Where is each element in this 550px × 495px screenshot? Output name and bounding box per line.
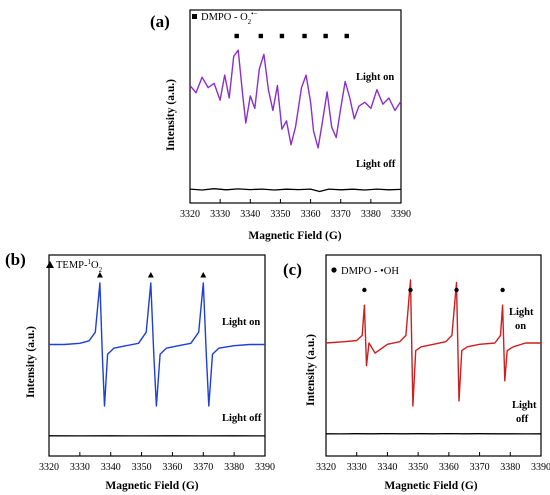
x-axis-label-c: Magnetic Field (G) <box>384 480 477 492</box>
x-tick-label-a: 3330 <box>210 209 230 220</box>
x-tick-label-c: 3340 <box>377 462 397 473</box>
x-tick-label-a: 3340 <box>240 209 260 220</box>
annotation-a-light-off: Light off <box>356 159 396 170</box>
x-tick-label-b: 3370 <box>193 462 213 473</box>
annotation-a-light-on: Light on <box>356 72 394 83</box>
plot-frame-c <box>325 254 542 457</box>
y-axis-label-b: Intensity (a.u.) <box>25 326 37 398</box>
peak-marker-a <box>302 33 307 39</box>
annotation-c-light-on-line2: on <box>515 321 526 332</box>
panel-c: (c) DMPO - •OH Light on Light off Magnet… <box>283 254 550 492</box>
peak-marker-c <box>408 287 413 293</box>
legend-b-text: TEMP-1O2 <box>56 258 103 274</box>
series-line-a-light-on <box>189 49 402 149</box>
peak-marker-a <box>323 33 328 39</box>
x-tick-label-b: 3360 <box>162 462 182 473</box>
x-axis-label-b: Magnetic Field (G) <box>105 480 198 492</box>
x-tick-label-c: 3330 <box>347 462 367 473</box>
x-axis-label-a: Magnetic Field (G) <box>248 230 341 242</box>
annotation-b-light-on: Light on <box>222 317 260 328</box>
panel-c-label: (c) <box>283 260 302 279</box>
peak-marker-b <box>96 272 103 278</box>
x-tick-label-b: 3320 <box>39 462 59 473</box>
annotation-c-light-off-line1: Light <box>512 400 537 411</box>
annotation-b-light-off: Light off <box>222 413 262 424</box>
panel-a: (a) DMPO - O2•− Light on Light off Magne… <box>150 9 411 242</box>
panel-b: (b) TEMP-1O2 Light on Light off Magnetic… <box>5 250 275 492</box>
plot-frame-a <box>189 9 402 204</box>
x-tick-label-c: 3350 <box>408 462 428 473</box>
y-axis-label-c: Intensity (a.u.) <box>305 334 317 406</box>
series-line-c-light-on <box>325 279 541 407</box>
peak-marker-a <box>234 33 239 39</box>
x-tick-label-a: 3390 <box>391 209 411 220</box>
x-tick-label-a: 3380 <box>361 209 381 220</box>
x-tick-label-b: 3330 <box>70 462 90 473</box>
x-tick-label-c: 3370 <box>470 462 490 473</box>
peak-marker-b <box>200 272 207 278</box>
x-tick-label-b: 3350 <box>132 462 152 473</box>
legend-a-text: DMPO - O2•− <box>201 10 258 26</box>
annotation-c-light-off-line2: off <box>516 414 529 425</box>
legend-c-text: DMPO - •OH <box>341 266 399 277</box>
panel-a-label: (a) <box>150 12 170 31</box>
peak-marker-a <box>344 33 349 39</box>
y-axis-label-a: Intensity (a.u.) <box>165 79 177 151</box>
x-tick-label-a: 3320 <box>180 209 200 220</box>
x-tick-label-a: 3370 <box>331 209 351 220</box>
x-tick-label-b: 3390 <box>255 462 275 473</box>
series-line-b-light-on <box>49 282 265 407</box>
x-tick-label-a: 3360 <box>301 209 321 220</box>
x-tick-label-c: 3390 <box>531 462 550 473</box>
x-tick-label-b: 3340 <box>101 462 121 473</box>
peak-marker-c <box>454 287 459 293</box>
annotation-c-light-on-line1: Light <box>509 307 534 318</box>
x-tick-label-c: 3360 <box>439 462 459 473</box>
x-tick-label-c: 3320 <box>316 462 336 473</box>
plot-frame-b <box>48 254 266 457</box>
x-tick-label-c: 3380 <box>500 462 520 473</box>
panel-b-label: (b) <box>5 250 26 269</box>
peak-marker-a <box>279 33 285 39</box>
peak-marker-c <box>500 287 505 293</box>
x-tick-label-a: 3350 <box>270 209 290 220</box>
series-line-a-light-off <box>189 188 402 193</box>
legend-a-marker <box>192 14 197 19</box>
peak-marker-b <box>147 272 154 278</box>
x-tick-label-b: 3380 <box>224 462 244 473</box>
legend-c-marker <box>331 267 337 273</box>
legend-b-marker <box>46 261 54 268</box>
peak-marker-a <box>258 33 264 39</box>
peak-marker-c <box>362 287 367 293</box>
